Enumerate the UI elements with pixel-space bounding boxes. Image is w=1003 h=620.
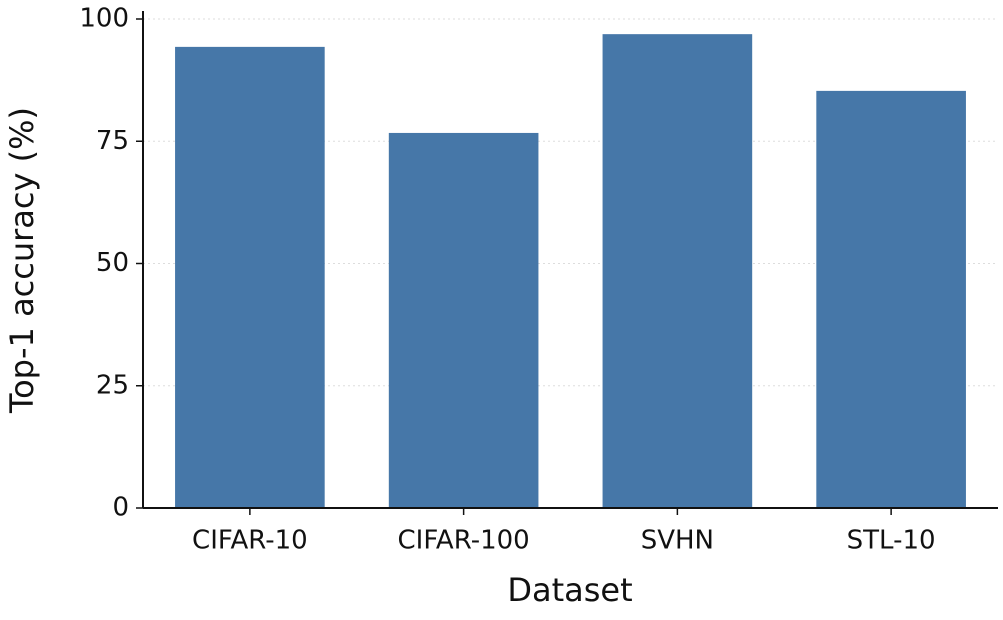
bar bbox=[388, 132, 539, 508]
y-tick-label: 50 bbox=[96, 248, 129, 278]
y-axis-label: Top-1 accuracy (%) bbox=[3, 107, 41, 414]
x-tick-label: STL-10 bbox=[847, 526, 936, 556]
x-tick-label: CIFAR-100 bbox=[398, 526, 530, 556]
bar bbox=[175, 46, 325, 509]
bar bbox=[602, 34, 753, 509]
y-tick-label: 25 bbox=[96, 370, 129, 400]
y-tick-label: 75 bbox=[96, 126, 129, 156]
y-tick-label: 100 bbox=[79, 4, 129, 34]
y-tick-label: 0 bbox=[112, 493, 129, 523]
x-tick-label: SVHN bbox=[641, 526, 714, 556]
bar bbox=[816, 90, 966, 509]
x-tick-label: CIFAR-10 bbox=[192, 526, 308, 556]
x-axis-label: Dataset bbox=[507, 571, 632, 609]
